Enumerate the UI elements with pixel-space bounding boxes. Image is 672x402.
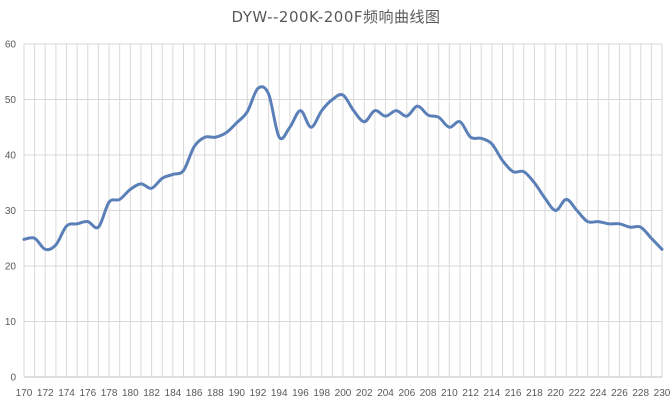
y-tick-label: 40 xyxy=(5,151,17,162)
x-tick-label: 220 xyxy=(547,388,564,399)
x-tick-label: 202 xyxy=(356,388,373,399)
x-tick-label: 180 xyxy=(122,388,139,399)
chart-title: DYW--200K-200F频响曲线图 xyxy=(231,8,441,26)
y-tick-label: 30 xyxy=(5,206,17,217)
x-tick-label: 206 xyxy=(398,388,415,399)
y-tick-label: 60 xyxy=(5,40,17,51)
y-tick-label: 10 xyxy=(5,317,17,328)
x-tick-label: 230 xyxy=(654,388,671,399)
x-tick-label: 218 xyxy=(526,388,543,399)
x-tick-label: 194 xyxy=(271,388,288,399)
x-tick-label: 224 xyxy=(590,388,607,399)
x-tick-label: 170 xyxy=(16,388,33,399)
y-tick-label: 50 xyxy=(5,95,17,106)
x-tick-label: 210 xyxy=(441,388,458,399)
x-tick-label: 184 xyxy=(165,388,182,399)
x-tick-label: 182 xyxy=(143,388,160,399)
x-tick-label: 192 xyxy=(250,388,267,399)
y-tick-label: 0 xyxy=(10,373,16,384)
x-tick-label: 226 xyxy=(611,388,628,399)
x-tick-label: 172 xyxy=(37,388,54,399)
x-tick-label: 176 xyxy=(79,388,96,399)
x-tick-label: 214 xyxy=(484,388,501,399)
x-tick-label: 204 xyxy=(377,388,394,399)
x-tick-label: 178 xyxy=(101,388,118,399)
x-tick-label: 222 xyxy=(569,388,586,399)
series-line xyxy=(22,85,664,252)
x-tick-label: 198 xyxy=(313,388,330,399)
x-tick-label: 208 xyxy=(420,388,437,399)
x-tick-label: 212 xyxy=(462,388,479,399)
x-tick-label: 188 xyxy=(207,388,224,399)
x-tick-label: 174 xyxy=(58,388,75,399)
x-tick-label: 196 xyxy=(292,388,309,399)
x-tick-label: 186 xyxy=(186,388,203,399)
x-tick-label: 200 xyxy=(335,388,352,399)
x-tick-label: 216 xyxy=(505,388,522,399)
x-tick-label: 228 xyxy=(632,388,649,399)
y-tick-label: 20 xyxy=(5,262,17,273)
x-tick-label: 190 xyxy=(228,388,245,399)
